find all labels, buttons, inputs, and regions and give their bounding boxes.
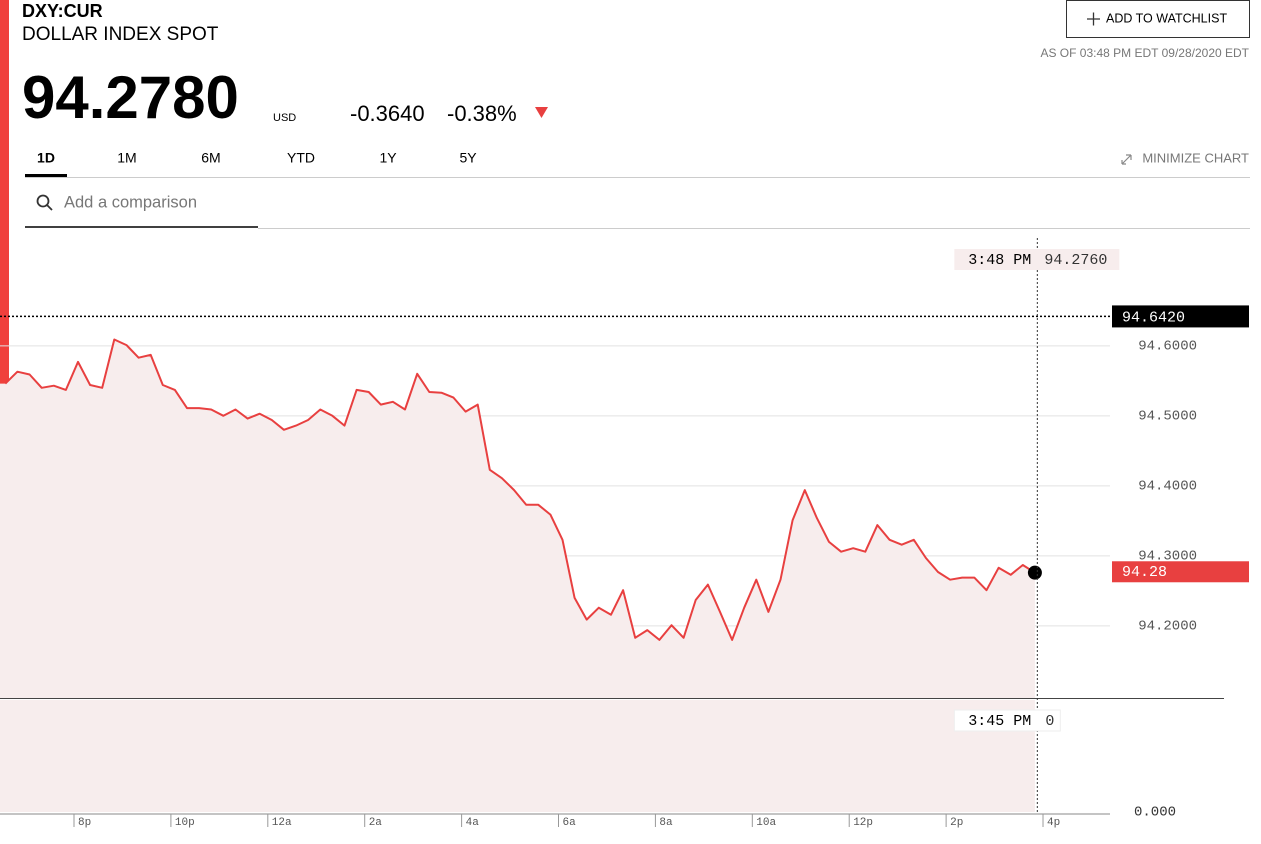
crosshair-value: 94.2760 xyxy=(1044,252,1107,269)
comparison-search[interactable]: Add a comparison xyxy=(25,193,258,228)
previous-close-box xyxy=(1112,305,1249,328)
y-tick-label: 94.4000 xyxy=(1138,479,1197,495)
x-tick-label: 12a xyxy=(272,817,292,829)
as-of: AS OF 03:48 PM EDT 09/28/2020 EDT xyxy=(1040,46,1249,60)
currency: USD xyxy=(273,112,296,124)
change-pct: -0.38% xyxy=(447,101,517,126)
range-tab[interactable]: 6M xyxy=(201,150,220,166)
area xyxy=(0,339,1035,698)
range-tab[interactable]: 1M xyxy=(117,150,136,166)
ticker: DXY:CUR xyxy=(22,1,103,21)
down-arrow xyxy=(535,107,548,118)
x-tick-label: 12p xyxy=(853,817,873,829)
range-tab[interactable]: 5Y xyxy=(459,150,477,166)
price: 94.2780 xyxy=(22,64,239,131)
crosshair-label-bg xyxy=(954,249,1120,270)
y-tick-label: 94.3000 xyxy=(1138,549,1197,565)
minimize-button[interactable]: MINIMIZE CHART xyxy=(1121,150,1249,165)
volume-value: 0 xyxy=(1045,713,1054,730)
minimize-icon xyxy=(1121,154,1132,165)
search-icon-handle xyxy=(46,204,53,211)
last-price-label: 94.28 xyxy=(1122,564,1167,581)
x-tick-label: 8p xyxy=(78,817,91,829)
volume-area xyxy=(0,700,1035,812)
search-icon xyxy=(36,194,50,208)
minimize-label: MINIMIZE CHART xyxy=(1142,150,1249,165)
y-tick-label: 94.5000 xyxy=(1138,409,1197,425)
y-tick-label: 94.2000 xyxy=(1138,619,1197,635)
price-chart: BloombergMarkets94.200094.300094.400094.… xyxy=(0,238,1249,829)
crosshair-time: 3:48 PM xyxy=(968,252,1031,269)
range-tab[interactable]: YTD xyxy=(287,150,315,166)
y-tick-label: 94.6000 xyxy=(1138,339,1197,355)
x-tick-label: 4p xyxy=(1047,817,1060,829)
search-placeholder: Add a comparison xyxy=(64,193,197,211)
accent-bar xyxy=(0,0,9,385)
last-price-box xyxy=(1112,561,1249,583)
x-tick-label: 2p xyxy=(950,817,963,829)
price-line xyxy=(4,338,1036,641)
volume-label-bg xyxy=(953,709,1061,732)
button-label: ADD TO WATCHLIST xyxy=(1106,11,1227,25)
plus-icon xyxy=(1087,12,1100,26)
change: -0.3640 xyxy=(350,101,425,126)
range-tab[interactable]: 1Y xyxy=(379,150,397,166)
previous-close-label: 94.6420 xyxy=(1122,309,1185,326)
security-name: DOLLAR INDEX SPOT xyxy=(22,24,219,45)
x-tick-label: 4a xyxy=(466,817,480,829)
range-tab[interactable]: 1D xyxy=(37,150,55,166)
volume-tick-label: 0.000 xyxy=(1134,805,1176,821)
range-tabs: 1D 1M 6M YTD 1Y 5Y xyxy=(37,150,477,166)
x-tick-label: 10p xyxy=(175,817,195,829)
watchlist-button[interactable]: ADD TO WATCHLIST xyxy=(1066,0,1250,38)
x-tick-label: 6a xyxy=(563,817,577,829)
active-tab-underline xyxy=(25,174,67,177)
volume-time: 3:45 PM xyxy=(968,713,1031,730)
x-tick-label: 2a xyxy=(369,817,383,829)
x-tick-label: 8a xyxy=(659,817,673,829)
last-point-marker xyxy=(1027,565,1042,580)
x-tick-label: 10a xyxy=(756,817,776,829)
